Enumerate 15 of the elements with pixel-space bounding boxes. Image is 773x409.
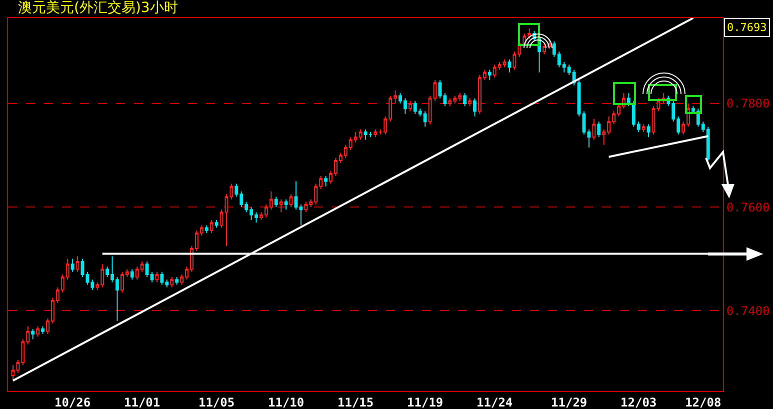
x-tick-label: 11/15 <box>338 395 374 409</box>
chart-title: 澳元美元(外汇交易)3小时 <box>18 0 178 16</box>
x-tick-label: 12/03 <box>620 395 657 409</box>
x-tick-label: 11/01 <box>124 395 160 409</box>
y-tick-label: 0.7600 <box>726 200 770 214</box>
y-tick-label: 0.7400 <box>726 304 770 318</box>
y-tick-label: 0.7800 <box>726 96 770 111</box>
x-tick-label: 10/26 <box>54 395 91 409</box>
x-tick-label: 12/08 <box>685 395 722 409</box>
x-tick-label: 11/05 <box>198 395 235 409</box>
x-tick-label: 11/24 <box>476 395 513 409</box>
x-tick-label: 11/10 <box>268 395 304 409</box>
x-tick-label: 11/29 <box>551 395 588 409</box>
text: 0.7693 <box>727 21 767 34</box>
x-tick-label: 11/19 <box>407 395 444 409</box>
